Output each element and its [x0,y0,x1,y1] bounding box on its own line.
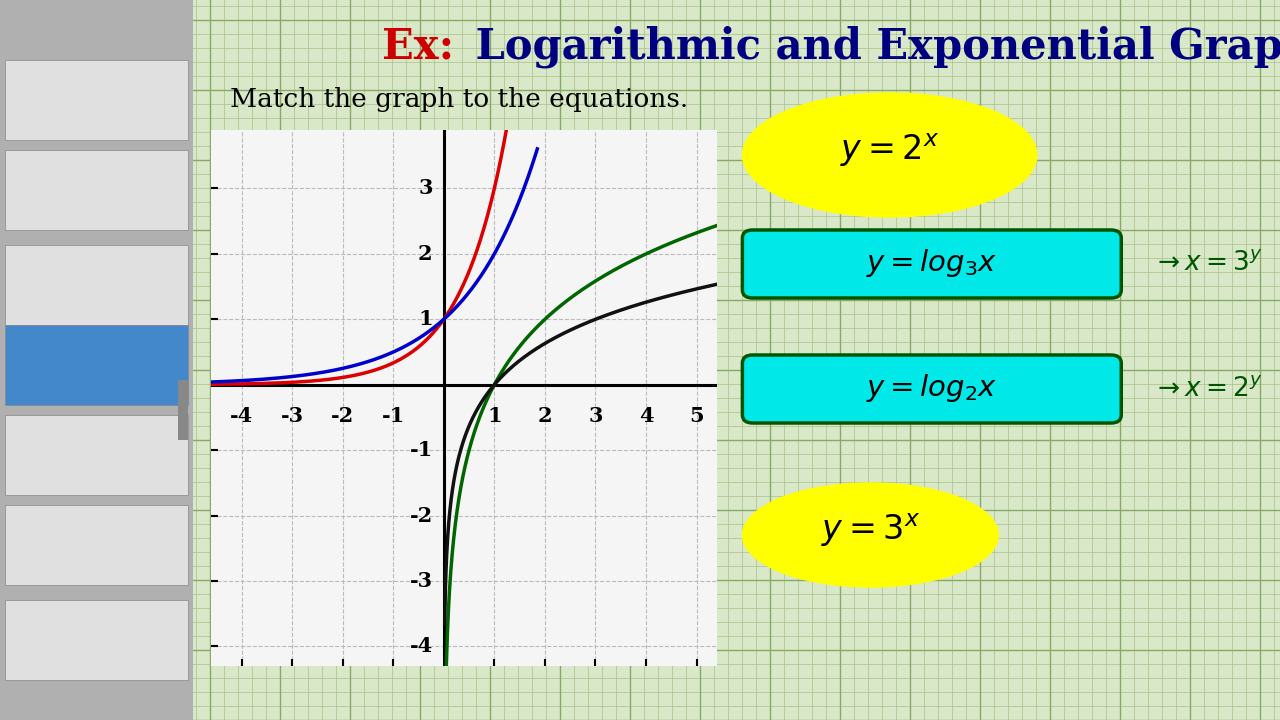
Text: $y = log_2x$: $y = log_2x$ [867,372,997,404]
Bar [0,0,193,720]
Bar [178,380,188,440]
Text: $\rightarrow x = 3^y$: $\rightarrow x = 3^y$ [1152,251,1262,276]
Text: 2: 2 [538,405,552,426]
Text: $y = 3^x$: $y = 3^x$ [820,511,920,549]
Text: 3: 3 [419,179,433,199]
Bar [5,505,188,585]
Text: -3: -3 [280,405,303,426]
Bar [5,325,188,405]
Text: -4: -4 [230,405,253,426]
Text: 3: 3 [589,405,603,426]
Text: 5: 5 [689,405,704,426]
FancyBboxPatch shape [742,230,1121,298]
Text: -3: -3 [410,571,433,591]
Bar [5,415,188,495]
Text: 1: 1 [486,405,502,426]
Text: -1: -1 [410,440,433,460]
Text: $y = 2^x$: $y = 2^x$ [840,131,940,168]
Bar [5,245,188,325]
Ellipse shape [742,93,1037,217]
Bar [5,150,188,230]
Text: Ex:: Ex: [383,26,454,68]
Text: $\rightarrow x = 2^y$: $\rightarrow x = 2^y$ [1152,376,1262,400]
Text: 2: 2 [419,244,433,264]
Text: Logarithmic and Exponential Graphs: Logarithmic and Exponential Graphs [461,25,1280,68]
Text: -2: -2 [332,405,355,426]
Bar [5,600,188,680]
Text: -2: -2 [410,505,433,526]
Text: -1: -1 [381,405,404,426]
Text: Match the graph to the equations.: Match the graph to the equations. [230,87,689,112]
Text: 1: 1 [419,310,433,329]
Text: $y = log_3x$: $y = log_3x$ [867,247,997,279]
Text: 4: 4 [639,405,653,426]
Ellipse shape [742,483,998,587]
FancyBboxPatch shape [742,355,1121,423]
Text: -4: -4 [410,636,433,657]
Bar [5,60,188,140]
